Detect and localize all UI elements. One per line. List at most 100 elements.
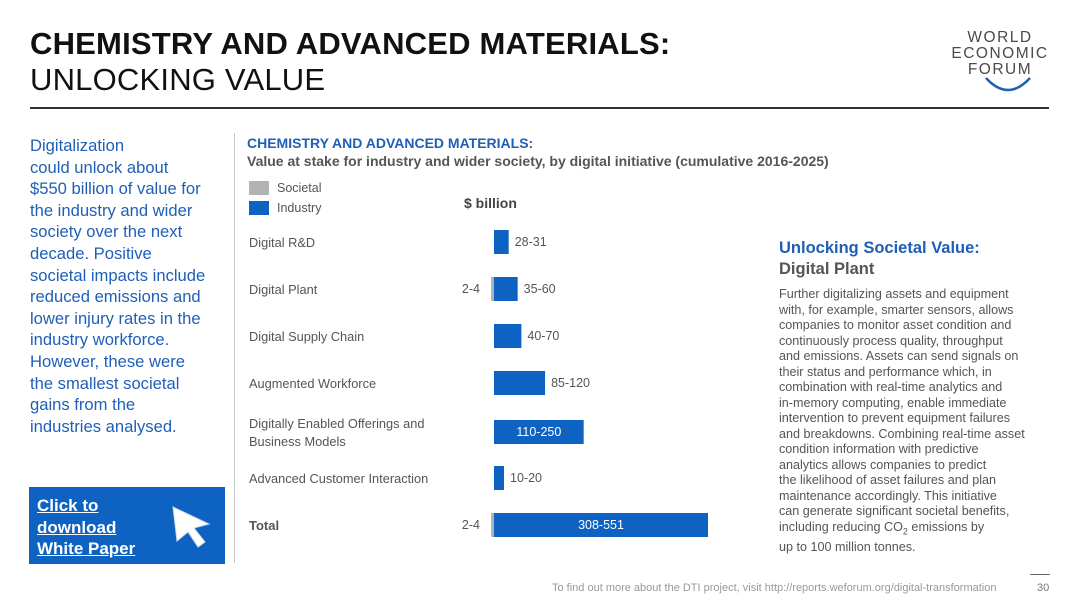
category-label-line: Augmented Workforce xyxy=(249,376,376,391)
data-label-industry: 28-31 xyxy=(515,235,547,249)
intro-text: Digitalization could unlock about $550 b… xyxy=(30,135,225,437)
data-label-societal: 2-4 xyxy=(462,282,480,296)
intro-line: $550 billion of value for xyxy=(30,179,201,199)
sidebar-title: Unlocking Societal Value: xyxy=(779,239,980,257)
sidebar-line: can generate significant societal benefi… xyxy=(779,504,1010,518)
data-label-industry: 85-120 xyxy=(551,376,590,390)
legend-label: Industry xyxy=(277,201,322,215)
bar-industry xyxy=(494,324,522,348)
sidebar-body: Further digitalizing assets and equipmen… xyxy=(779,287,1049,555)
legend-label: Societal xyxy=(277,181,322,195)
category-label-line: Digital R&D xyxy=(249,235,315,250)
co2-subscript: 2 xyxy=(902,526,908,537)
data-label-industry: 40-70 xyxy=(527,329,559,343)
sidebar-line: with, for example, smarter sensors, allo… xyxy=(779,302,1014,317)
sidebar-line: intervention to prevent equipment failur… xyxy=(779,411,1011,425)
sidebar-line: and breakdowns. Combining real-time asse… xyxy=(779,426,1025,441)
intro-line: reduced emissions and xyxy=(30,287,201,307)
intro-line: could unlock about xyxy=(30,157,169,177)
sidebar-line: the likelihood of asset failures and pla… xyxy=(779,473,997,487)
intro-line: Digitalization xyxy=(30,136,125,155)
bar-societal xyxy=(491,513,494,537)
page-number-rule xyxy=(1030,574,1050,575)
chart-unit-label: $ billion xyxy=(464,195,517,211)
data-label-industry: 10-20 xyxy=(510,471,542,485)
legend-swatch-industry xyxy=(249,201,269,215)
logo-line: ECONOMIC xyxy=(951,45,1049,62)
bar-chart: Digital R&D 28-31 Digital Plant 2-4 35-60 Dig… xyxy=(249,230,708,537)
category-label: Digitally Enabled Offerings and Business … xyxy=(249,416,424,449)
data-label-industry: 110-250 xyxy=(516,425,561,439)
cta-line: download xyxy=(37,517,117,537)
page-title-line2: UNLOCKING VALUE xyxy=(30,62,326,97)
data-label-industry: 35-60 xyxy=(524,282,556,296)
data-label-industry: 308-551 xyxy=(578,518,624,532)
logo-arc-icon xyxy=(985,77,1031,92)
logo-line: WORLD xyxy=(967,29,1033,46)
sidebar-line: analytics allows companies to predict xyxy=(779,457,987,472)
footer-note: To find out more about the DTI project, … xyxy=(552,582,997,594)
category-label-line: Digitally Enabled Offerings and xyxy=(249,416,424,431)
co2-pre: including reducing CO xyxy=(779,519,903,534)
intro-line: lower injury rates in the xyxy=(30,308,201,328)
sidebar-subtitle: Digital Plant xyxy=(779,260,875,278)
bar-industry xyxy=(494,420,584,444)
intro-line: industry workforce. xyxy=(30,330,170,350)
cta-line: Click to xyxy=(37,496,99,515)
intro-line: industries analysed. xyxy=(30,416,177,436)
intro-line: decade. Positive xyxy=(30,243,152,263)
sidebar-line: Further digitalizing assets and equipmen… xyxy=(779,287,1009,301)
sidebar-line: up to 100 million tonnes. xyxy=(779,539,916,554)
intro-line: the industry and wider xyxy=(30,200,193,220)
bar-industry xyxy=(494,371,546,395)
page-number: 30 xyxy=(1037,582,1050,594)
bar-industry xyxy=(494,513,708,537)
sidebar-line: their status and performance which, in xyxy=(779,364,992,379)
category-label: Total xyxy=(249,518,279,533)
category-label: Augmented Workforce xyxy=(249,376,376,391)
sidebar-line: companies to monitor asset condition and xyxy=(779,318,1012,332)
intro-line: society over the next xyxy=(30,222,183,242)
download-white-paper-button[interactable]: Click to download White Paper xyxy=(29,487,225,564)
category-label-line: Advanced Customer Interaction xyxy=(249,471,428,486)
category-label: Advanced Customer Interaction xyxy=(249,471,428,486)
logo-line: FORUM xyxy=(967,61,1033,78)
intro-line: the smallest societal xyxy=(30,373,180,393)
column-divider xyxy=(234,133,235,563)
sidebar-line: combination with real-time analytics and xyxy=(779,380,1003,394)
chart-title: CHEMISTRY AND ADVANCED MATERIALS: xyxy=(247,135,534,151)
category-label-line: Business Models xyxy=(249,434,346,449)
download-link[interactable]: Click to download White Paper xyxy=(37,495,135,560)
wef-logo: WORLD ECONOMIC FORUM xyxy=(946,30,1054,78)
bar-societal xyxy=(491,277,494,301)
legend-item-industry: Industry xyxy=(249,198,321,218)
category-label: Digital Supply Chain xyxy=(249,329,364,344)
title-rule xyxy=(30,107,1049,109)
cta-line: White Paper xyxy=(37,539,136,558)
cursor-arrow-icon xyxy=(172,506,211,548)
chart-subtitle: Value at stake for industry and wider so… xyxy=(247,153,829,169)
intro-line: societal impacts include xyxy=(30,265,206,285)
bar-industry xyxy=(494,230,509,254)
bar-industry xyxy=(494,466,504,490)
chart-legend: Societal Industry xyxy=(249,178,321,218)
intro-line: However, these were xyxy=(30,351,185,371)
sidebar-line: maintenance accordingly. This initiative xyxy=(779,488,997,503)
legend-swatch-societal xyxy=(249,181,269,195)
category-label: Digital Plant xyxy=(249,282,318,297)
sidebar-line: condition information with predictive xyxy=(779,442,979,456)
sidebar-line: and emissions. Assets can send signals o… xyxy=(779,349,1019,363)
sidebar-line-co2: including reducing CO2 emissions by xyxy=(779,520,1049,540)
co2-post: emissions by xyxy=(907,519,985,534)
category-label-line: Digital Plant xyxy=(249,282,318,297)
intro-line: gains from the xyxy=(30,395,136,415)
bar-industry xyxy=(494,277,518,301)
category-label: Digital R&D xyxy=(249,235,315,250)
legend-item-societal: Societal xyxy=(249,178,321,198)
sidebar-line: in-memory computing, enable immediate xyxy=(779,395,1007,410)
sidebar-line: continuously process quality, throughput xyxy=(779,333,1003,348)
category-label-line: Total xyxy=(249,518,279,533)
category-label-line: Digital Supply Chain xyxy=(249,329,364,344)
data-label-societal: 2-4 xyxy=(462,518,480,532)
page-title-line1: CHEMISTRY AND ADVANCED MATERIALS: xyxy=(30,26,671,61)
